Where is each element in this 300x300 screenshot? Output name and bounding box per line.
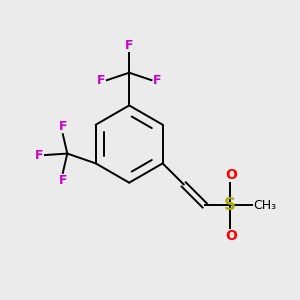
Text: F: F (153, 74, 161, 87)
Text: O: O (226, 229, 237, 243)
Text: F: F (125, 39, 134, 52)
Text: F: F (58, 120, 67, 133)
Text: O: O (226, 168, 237, 182)
Text: S: S (224, 196, 236, 214)
Text: F: F (97, 74, 105, 87)
Text: F: F (58, 174, 67, 188)
Text: CH₃: CH₃ (254, 199, 277, 212)
Text: F: F (35, 148, 44, 162)
